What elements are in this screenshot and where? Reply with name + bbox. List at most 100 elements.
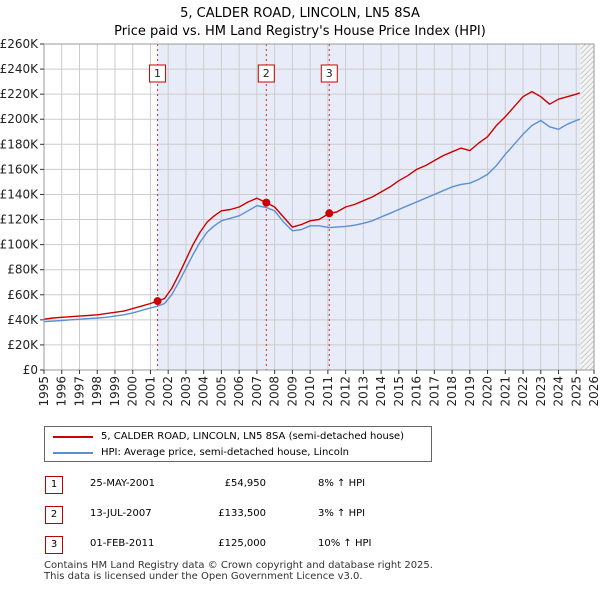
hatch-line (580, 95, 595, 110)
x-tick-label: 2020 (481, 376, 495, 407)
hatch-line (580, 60, 595, 75)
x-tick-label: 2015 (392, 376, 406, 407)
sale-price: £125,000 (218, 538, 266, 549)
hatch-line (580, 145, 595, 160)
sale-label-box (257, 64, 275, 83)
footer-attribution: Contains HM Land Registry data © Crown c… (44, 560, 433, 582)
sale-label-text: 1 (154, 67, 161, 80)
hatch-line (580, 325, 595, 340)
hatch-line (580, 270, 595, 285)
x-tick-label: 2001 (143, 376, 157, 407)
x-tick-label: 2019 (463, 376, 477, 407)
y-tick-label: £60K (7, 288, 39, 302)
hatch-line (580, 240, 595, 255)
sale-point (325, 209, 334, 218)
hatch-line (580, 235, 595, 250)
x-tick-label: 1998 (90, 376, 104, 407)
y-tick-label: £180K (0, 137, 39, 151)
hatch-line (580, 80, 595, 95)
x-tick-label: 2010 (303, 376, 317, 407)
sale-row-1: 1 25-MAY-2001 £54,950 8% ↑ HPI (0, 476, 600, 496)
hatch-line (580, 105, 595, 120)
hatch-line (580, 200, 595, 215)
hatch-line (580, 315, 595, 330)
hatch-line (580, 43, 586, 50)
legend-property-swatch (53, 436, 93, 438)
x-tick-label: 2004 (197, 376, 211, 407)
hatch-line (580, 85, 595, 100)
sale-period-shading (157, 44, 581, 370)
y-tick-label: £260K (0, 37, 39, 51)
hatch-line (580, 340, 595, 355)
y-tick-label: £0 (23, 363, 38, 377)
property-price-line (43, 90, 581, 320)
legend-property-label: 5, CALDER ROAD, LINCOLN, LN5 8SA (semi-d… (101, 431, 405, 442)
hatch-line (580, 265, 595, 280)
x-tick-label: 2023 (534, 376, 548, 407)
sale-label: 1 (149, 64, 167, 83)
y-tick-label: £200K (0, 112, 39, 126)
x-tick-label: 2024 (552, 376, 566, 407)
hatch-line (580, 290, 595, 305)
y-tick-label: £140K (0, 187, 39, 201)
x-tick-label: 2003 (179, 376, 193, 407)
sale-number-badge: 1 (45, 476, 63, 494)
hatch-line (584, 360, 595, 371)
x-tick-label: 1995 (37, 376, 51, 407)
sale-hpi-change: 10% ↑ HPI (318, 538, 372, 549)
hatch-line (580, 43, 591, 55)
price-chart: 1 2 3 £0 £20K £40K £60K £80K £100K £120K £140K £16… (0, 37, 600, 407)
x-tick-label: 2025 (569, 376, 583, 407)
hatch-line (580, 190, 595, 205)
hatch-line (580, 285, 595, 300)
legend-item-property: 5, CALDER ROAD, LINCOLN, LN5 8SA (semi-d… (45, 429, 429, 445)
y-tick-label: £160K (0, 162, 39, 176)
hatch-line (580, 305, 595, 320)
legend-item-hpi: HPI: Average price, semi-detached house,… (45, 445, 429, 461)
hatch-line (580, 170, 595, 185)
x-tick-label: 2021 (498, 376, 512, 407)
sale-point (153, 297, 162, 306)
y-tick-label: £20K (7, 338, 39, 352)
sale-label-text: 3 (326, 67, 333, 80)
sale-date: 13-JUL-2007 (90, 508, 152, 519)
legend-hpi-swatch (53, 452, 93, 454)
sale-vertical-lines (157, 44, 330, 370)
hatch-line (580, 225, 595, 240)
sale-number-badge: 2 (45, 506, 63, 524)
sale-price: £133,500 (218, 508, 266, 519)
sale-label-text: 2 (263, 67, 270, 80)
hatch-line (580, 70, 595, 85)
title-line-2: Price paid vs. HM Land Registry's House … (114, 24, 486, 39)
hatch-line (580, 90, 595, 105)
hatch-line (589, 365, 595, 371)
hatch-line (580, 260, 595, 275)
hatch-line (580, 45, 595, 60)
x-tick-label: 2009 (285, 376, 299, 407)
y-tick-label: £100K (0, 238, 39, 252)
hatch-line (580, 355, 595, 370)
hatch-line (580, 150, 595, 165)
x-tick-label: 2012 (339, 376, 353, 407)
footer-line-1: Contains HM Land Registry data © Crown c… (44, 560, 433, 571)
x-tick-label: 2014 (374, 376, 388, 407)
sale-date: 01-FEB-2011 (90, 538, 155, 549)
y-tick-label: £40K (7, 313, 39, 327)
hatch-line (580, 125, 595, 140)
hatch-line (580, 330, 595, 345)
y-tick-label: £220K (0, 87, 39, 101)
x-tick-label: 2006 (232, 376, 246, 407)
sale-row-2: 2 13-JUL-2007 £133,500 3% ↑ HPI (0, 506, 600, 526)
sale-date: 25-MAY-2001 (90, 478, 156, 489)
sale-label-box (149, 64, 167, 83)
sale-number-badge: 3 (45, 536, 63, 554)
hatch-line (580, 155, 595, 170)
sale-markers (153, 198, 334, 306)
x-tick-label: 2018 (445, 376, 459, 407)
hatch-line (580, 350, 595, 365)
hatch-line (580, 65, 595, 80)
hatch-line (580, 120, 595, 135)
x-axis-ticks: 1995 1996 1997 1998 1999 2000 2001 2002 2003 2004… (37, 370, 600, 407)
hatch-line (580, 55, 595, 70)
hatch-line (580, 140, 595, 155)
